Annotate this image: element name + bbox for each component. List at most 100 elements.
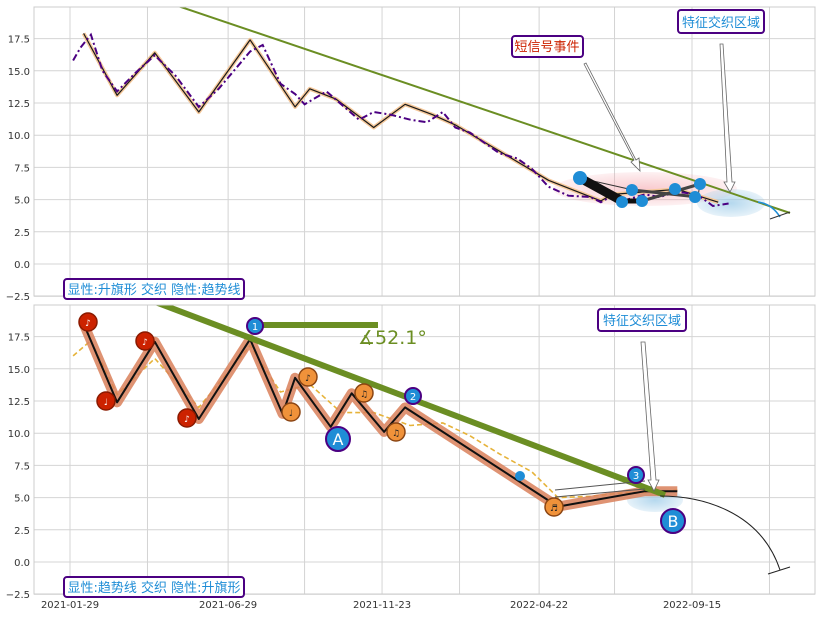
y-tick-label: −2.5 bbox=[6, 590, 30, 601]
marker-2: 2 bbox=[404, 387, 422, 405]
y-tick-label: 5.0 bbox=[14, 494, 30, 505]
orange-note-marker: ♫ bbox=[354, 383, 374, 403]
numbered-markers: 1 2 3 A B bbox=[246, 317, 686, 534]
arrow-shape bbox=[583, 62, 641, 173]
x-tick-label: 2022-04-22 bbox=[510, 600, 568, 611]
marker-1-label: 1 bbox=[252, 322, 258, 333]
red-note-marker: ♩ bbox=[96, 391, 116, 411]
feature-zone-label: 特征交织区域 bbox=[603, 313, 681, 329]
y-tick-label: 7.5 bbox=[14, 461, 30, 472]
arrow-shape bbox=[719, 43, 736, 193]
top-panel-frame bbox=[33, 6, 816, 297]
feature-zone-callout-top: 特征交织区域 bbox=[677, 9, 765, 193]
y-tick-label: 5.0 bbox=[14, 196, 30, 207]
flag-edge-top-3 bbox=[632, 188, 699, 199]
zigzag-bottom bbox=[82, 323, 678, 508]
projection-curve-top bbox=[757, 201, 781, 218]
red-note-markers: ♪ ♩ ♪ ♪ bbox=[78, 312, 197, 428]
signal-dot bbox=[636, 195, 648, 207]
eighth-note-icon: ♪ bbox=[305, 374, 311, 384]
x-axis: 2021-01-29 2021-06-29 2021-11-23 2022-04-22… bbox=[41, 600, 721, 611]
y-tick-label: 15.0 bbox=[8, 365, 30, 376]
quarter-note-icon: ♩ bbox=[289, 409, 293, 419]
y-tick-label: 2.5 bbox=[14, 228, 30, 239]
red-note-marker: ♪ bbox=[135, 331, 155, 351]
orange-note-marker: ♬ bbox=[544, 497, 564, 517]
signal-dot bbox=[669, 183, 681, 195]
trendline-top bbox=[177, 7, 791, 214]
y-tick-label: 12.5 bbox=[8, 99, 30, 110]
callout-box bbox=[597, 308, 687, 332]
legend-text-bottom: 显性:趋势线 交织 隐性:升旗形 bbox=[67, 580, 240, 596]
marker-3: 3 bbox=[627, 466, 645, 484]
angle-label: ∡52.1° bbox=[358, 327, 427, 349]
x-tick-label: 2021-11-23 bbox=[353, 600, 411, 611]
y-tick-label: 2.5 bbox=[14, 526, 30, 537]
marker-b-label: B bbox=[668, 512, 679, 531]
y-tick-label: 12.5 bbox=[8, 397, 30, 408]
signal-dot bbox=[515, 471, 525, 481]
beamed-notes-icon: ♫ bbox=[360, 390, 368, 400]
feature-zone-label: 特征交织区域 bbox=[682, 15, 760, 31]
y-tick-label: −2.5 bbox=[6, 292, 30, 303]
projection-tail-top bbox=[769, 211, 791, 220]
orange-note-markers: ♩ ♪ ♫ ♫ ♬ bbox=[281, 367, 564, 517]
signal-dot bbox=[694, 178, 706, 190]
flag-upper-bottom bbox=[554, 480, 646, 491]
projection-tail-bottom bbox=[767, 566, 791, 575]
feature-zone-top bbox=[697, 189, 765, 217]
price-series-top bbox=[72, 32, 729, 208]
legend-box-top: 显性:升旗形 交织 隐性:趋势线 bbox=[63, 278, 245, 300]
signal-dot bbox=[689, 191, 701, 203]
signal-dots-top bbox=[573, 171, 706, 208]
marker-b: B bbox=[660, 508, 686, 534]
y-tick-label: 0.0 bbox=[14, 558, 30, 569]
marker-a: A bbox=[325, 426, 351, 452]
eighth-note-icon: ♪ bbox=[184, 415, 190, 425]
eighth-note-icon: ♪ bbox=[142, 338, 148, 348]
zigzag-top bbox=[83, 33, 719, 203]
legend-frame bbox=[63, 576, 245, 598]
arrow-shape bbox=[640, 341, 660, 492]
short-signal-callout: 短信号事件 bbox=[511, 35, 641, 173]
signal-dot bbox=[616, 196, 628, 208]
top-grid bbox=[34, 7, 815, 297]
beamed-notes-icon: ♬ bbox=[550, 504, 558, 514]
bottom-y-axis: 17.5 15.0 12.5 10.0 7.5 5.0 2.5 0.0 −2.5 bbox=[6, 333, 30, 602]
marker-a-label: A bbox=[333, 430, 344, 449]
x-tick-label: 2021-06-29 bbox=[199, 600, 257, 611]
x-tick-label: 2022-09-15 bbox=[663, 600, 721, 611]
flag-lower-bottom bbox=[554, 488, 646, 498]
short-signal-label: 短信号事件 bbox=[514, 40, 579, 55]
marker-2-label: 2 bbox=[410, 392, 416, 403]
marker-3-label: 3 bbox=[633, 471, 639, 482]
marker-1: 1 bbox=[246, 317, 264, 335]
eighth-note-icon: ♪ bbox=[85, 319, 91, 329]
x-tick-label: 2021-01-29 bbox=[41, 600, 99, 611]
feature-zone-callout-bottom: 特征交织区域 bbox=[597, 308, 687, 492]
callout-box bbox=[677, 9, 765, 34]
bottom-panel: 17.5 15.0 12.5 10.0 7.5 5.0 2.5 0.0 −2.5 2021-01… bbox=[6, 304, 816, 611]
projection-curve-bottom bbox=[659, 495, 781, 571]
orange-note-marker: ♪ bbox=[298, 367, 318, 387]
signal-dot bbox=[573, 171, 587, 185]
flag-pole-top bbox=[575, 173, 627, 206]
y-tick-label: 15.0 bbox=[8, 67, 30, 78]
signal-dot bbox=[626, 184, 638, 196]
bottom-panel-frame bbox=[33, 304, 816, 595]
y-tick-label: 17.5 bbox=[8, 35, 30, 46]
orange-note-marker: ♫ bbox=[386, 422, 406, 442]
y-tick-label: 10.0 bbox=[8, 429, 30, 440]
top-y-axis: 17.5 15.0 12.5 10.0 7.5 5.0 2.5 0.0 −2.5 bbox=[6, 35, 30, 304]
y-tick-label: 0.0 bbox=[14, 260, 30, 271]
red-note-marker: ♪ bbox=[177, 408, 197, 428]
legend-frame bbox=[63, 278, 245, 300]
legend-box-bottom: 显性:趋势线 交织 隐性:升旗形 bbox=[63, 576, 245, 598]
beamed-notes-icon: ♫ bbox=[392, 429, 400, 439]
y-tick-label: 7.5 bbox=[14, 163, 30, 174]
price-series-bottom bbox=[72, 339, 678, 499]
orange-note-marker: ♩ bbox=[281, 402, 301, 422]
top-panel: 17.5 15.0 12.5 10.0 7.5 5.0 2.5 0.0 −2.5 bbox=[6, 6, 816, 304]
